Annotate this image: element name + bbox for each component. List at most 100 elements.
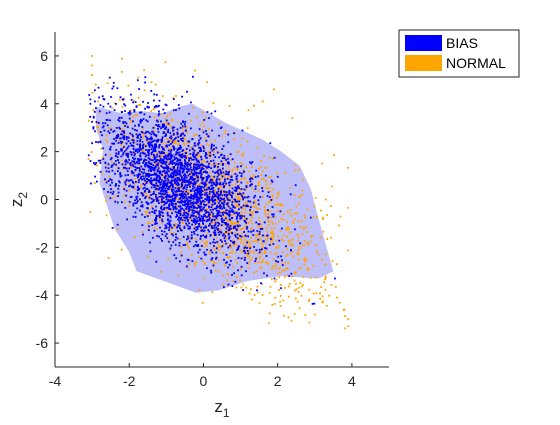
scatter-point [115, 195, 118, 197]
scatter-point [167, 138, 170, 141]
scatter-point [209, 234, 212, 236]
scatter-point [220, 186, 223, 188]
scatter-point [206, 183, 209, 186]
scatter-point [224, 232, 226, 234]
scatter-point [198, 203, 200, 205]
scatter-point [255, 257, 257, 260]
scatter-point [165, 126, 167, 129]
scatter-point [176, 192, 178, 195]
scatter-point [197, 159, 200, 162]
scatter-point [164, 154, 167, 157]
scatter-point [100, 147, 103, 150]
scatter-point [251, 161, 254, 163]
scatter-point [181, 153, 184, 156]
scatter-point [232, 242, 235, 245]
scatter-point [208, 205, 210, 208]
scatter-point [198, 154, 201, 156]
scatter-point [227, 283, 230, 286]
scatter-point [116, 135, 118, 137]
scatter-point [231, 184, 234, 187]
scatter-point [186, 184, 189, 186]
x-axis-label: z1 [214, 397, 230, 420]
scatter-point [192, 215, 195, 218]
scatter-point [153, 93, 156, 96]
scatter-point [197, 185, 199, 188]
scatter-point [209, 212, 212, 215]
scatter-point [190, 237, 193, 240]
scatter-point [223, 221, 226, 224]
scatter-point [117, 135, 120, 138]
scatter-point [154, 148, 157, 151]
scatter-point [162, 197, 165, 199]
scatter-point [157, 124, 160, 126]
scatter-point [128, 117, 131, 120]
scatter-point [225, 159, 227, 161]
scatter-point [203, 119, 206, 121]
scatter-point [298, 267, 301, 270]
scatter-point [254, 261, 257, 264]
scatter-point [183, 189, 185, 192]
scatter-point [270, 220, 273, 223]
scatter-point [127, 145, 130, 148]
scatter-point [189, 170, 191, 173]
scatter-point [258, 180, 261, 183]
scatter-point [189, 197, 192, 199]
scatter-point [136, 174, 139, 176]
scatter-point [198, 177, 201, 179]
scatter-point [221, 157, 224, 159]
scatter-point [145, 153, 147, 155]
scatter-point [251, 222, 254, 225]
scatter-point [178, 173, 181, 176]
scatter-point [297, 253, 300, 256]
scatter-point [204, 253, 206, 256]
scatter-point [314, 244, 317, 247]
scatter-point [246, 253, 248, 256]
scatter-point [204, 155, 207, 157]
scatter-point [208, 197, 211, 200]
scatter-point [230, 243, 233, 246]
scatter-point [222, 182, 225, 184]
scatter-point [218, 185, 221, 188]
scatter-point [271, 206, 274, 208]
scatter-point [270, 278, 273, 280]
scatter-point [189, 199, 192, 202]
scatter-point [216, 178, 218, 181]
scatter-point [267, 219, 269, 222]
scatter-point [179, 188, 181, 191]
scatter-point [96, 164, 98, 167]
scatter-point [222, 171, 225, 174]
scatter-point [229, 221, 232, 223]
scatter-point [160, 237, 162, 240]
scatter-point [114, 102, 116, 105]
scatter-point [235, 188, 238, 190]
scatter-point [213, 175, 216, 178]
scatter-point [110, 157, 113, 159]
scatter-point [198, 205, 201, 208]
scatter-point [193, 134, 195, 137]
scatter-point [181, 95, 183, 98]
scatter-point [234, 205, 237, 207]
scatter-point [208, 213, 211, 216]
scatter-point [177, 190, 180, 193]
scatter-point [165, 134, 167, 137]
scatter-point [249, 251, 251, 254]
scatter-point [278, 239, 281, 242]
scatter-point [137, 96, 140, 99]
scatter-point [231, 168, 234, 171]
scatter-point [175, 95, 177, 97]
scatter-point [187, 190, 190, 193]
scatter-point [161, 125, 164, 127]
scatter-point [256, 234, 259, 237]
scatter-point [201, 111, 204, 114]
scatter-point [238, 220, 241, 223]
scatter-point [162, 147, 165, 150]
scatter-point [139, 133, 142, 136]
scatter-point [250, 175, 252, 178]
scatter-point [132, 185, 135, 188]
scatter-point [255, 234, 257, 237]
scatter-point [235, 258, 237, 261]
scatter-point [285, 228, 288, 231]
scatter-point [140, 118, 142, 121]
scatter-point [184, 198, 186, 201]
scatter-point [235, 211, 238, 214]
